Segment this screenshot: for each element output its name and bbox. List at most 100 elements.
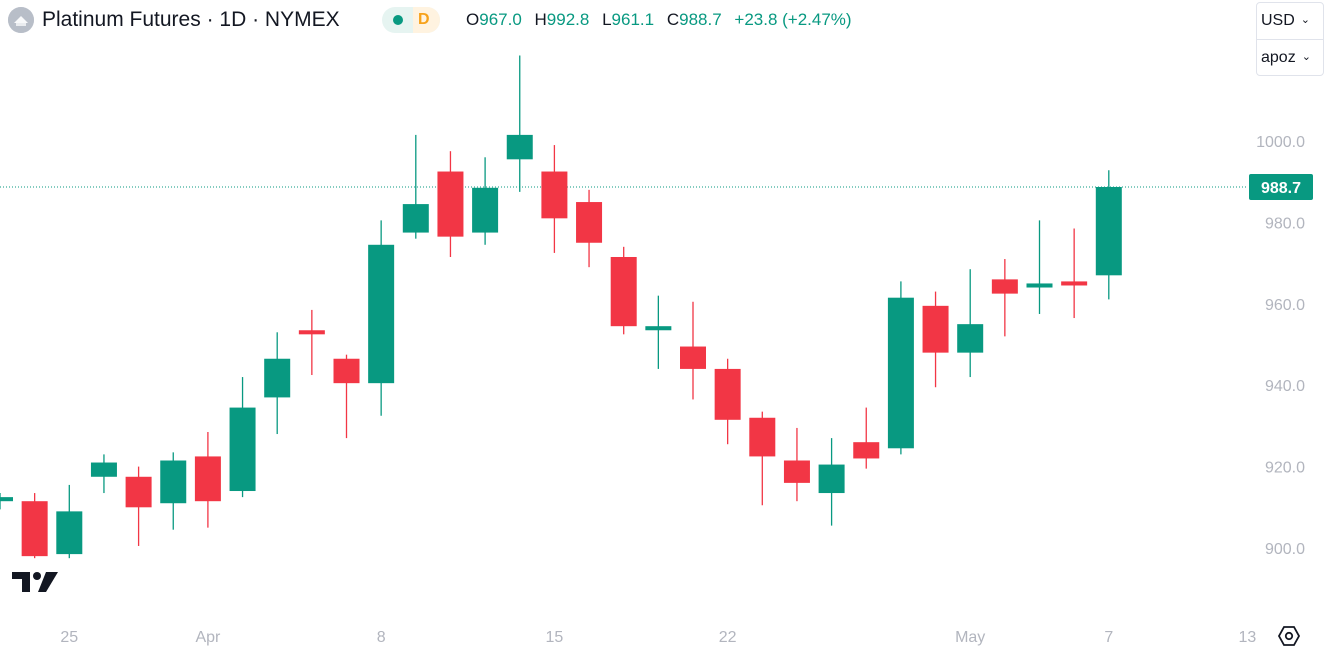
last-price-tag: 988.7 bbox=[1249, 173, 1313, 200]
candle-body bbox=[645, 326, 672, 331]
tradingview-logo-icon[interactable] bbox=[12, 570, 60, 599]
candle-body bbox=[1095, 186, 1122, 276]
candle[interactable] bbox=[333, 354, 360, 439]
candle[interactable] bbox=[21, 493, 48, 559]
candle-body bbox=[56, 511, 83, 555]
candle[interactable] bbox=[90, 454, 117, 494]
candle-body bbox=[298, 330, 325, 335]
settings-hexagon-icon[interactable] bbox=[1277, 624, 1301, 653]
candle-body bbox=[576, 202, 603, 243]
x-tick-label: Apr bbox=[195, 629, 221, 646]
candle[interactable] bbox=[853, 407, 880, 469]
candle-body bbox=[853, 442, 880, 459]
candle-body bbox=[610, 256, 637, 327]
y-tick-label: 960.0 bbox=[1265, 297, 1305, 314]
candle-body bbox=[229, 407, 256, 492]
candle-body bbox=[1026, 283, 1053, 288]
x-tick-label: 22 bbox=[719, 629, 737, 646]
candle[interactable] bbox=[887, 281, 914, 455]
currency-dropdown[interactable]: USD ⌄ bbox=[1261, 12, 1310, 30]
divider bbox=[1257, 39, 1323, 40]
candle[interactable] bbox=[0, 493, 13, 510]
y-tick-label: 920.0 bbox=[1265, 460, 1305, 477]
chevron-down-icon: ⌄ bbox=[1300, 14, 1310, 26]
currency-unit-selector: USD ⌄ apoz ⌄ bbox=[1256, 2, 1324, 76]
candle[interactable] bbox=[645, 295, 672, 369]
candle[interactable] bbox=[56, 484, 83, 559]
open-value: 967.0 bbox=[479, 10, 522, 29]
candle[interactable] bbox=[714, 358, 741, 445]
y-tick-label: 940.0 bbox=[1265, 378, 1305, 395]
x-tick-label: 7 bbox=[1104, 629, 1113, 646]
candle-body bbox=[506, 134, 533, 160]
candle[interactable] bbox=[264, 332, 291, 435]
candle[interactable] bbox=[125, 466, 152, 546]
candle[interactable] bbox=[749, 411, 776, 506]
x-tick-label: 13 bbox=[1239, 629, 1257, 646]
chevron-down-icon: ⌄ bbox=[1301, 51, 1311, 63]
candle[interactable] bbox=[818, 438, 845, 526]
low-value: 961.1 bbox=[611, 10, 655, 29]
candle[interactable] bbox=[922, 291, 949, 388]
candle[interactable] bbox=[1061, 228, 1088, 319]
candle-body bbox=[21, 501, 48, 557]
candle[interactable] bbox=[991, 259, 1018, 337]
candle-body bbox=[714, 368, 741, 420]
candle-body bbox=[437, 171, 464, 237]
symbol-title[interactable]: Platinum Futures · 1D · NYMEX bbox=[42, 8, 340, 31]
candle[interactable] bbox=[368, 220, 395, 416]
x-tick-label: 25 bbox=[60, 629, 78, 646]
market-status-pill[interactable]: D bbox=[382, 7, 440, 33]
candle[interactable] bbox=[160, 452, 187, 530]
candle[interactable] bbox=[957, 269, 984, 378]
candle-body bbox=[194, 456, 221, 502]
candle-body bbox=[160, 460, 187, 504]
last-price-label: 988.7 bbox=[1261, 180, 1301, 197]
currency-label: USD bbox=[1261, 12, 1295, 29]
candle-body bbox=[887, 297, 914, 449]
candle[interactable] bbox=[1095, 170, 1122, 300]
candle[interactable] bbox=[610, 246, 637, 335]
candle-body bbox=[541, 171, 568, 219]
candle-body bbox=[90, 462, 117, 477]
high-label: H bbox=[534, 10, 547, 29]
candle[interactable] bbox=[402, 134, 429, 239]
platinum-logo-icon[interactable] bbox=[8, 7, 34, 33]
candle[interactable] bbox=[229, 377, 256, 498]
low-label: L bbox=[602, 10, 612, 29]
candle-body bbox=[368, 244, 395, 384]
candle-body bbox=[402, 204, 429, 233]
change-value: +23.8 (+2.47%) bbox=[734, 10, 852, 29]
y-tick-label: 1000.0 bbox=[1256, 134, 1305, 151]
candle-body bbox=[680, 346, 706, 369]
candle[interactable] bbox=[783, 427, 810, 502]
candle[interactable] bbox=[437, 151, 464, 257]
candle[interactable] bbox=[298, 309, 325, 376]
high-value: 992.8 bbox=[546, 10, 590, 29]
market-open-dot-icon bbox=[393, 15, 403, 25]
x-tick-label: May bbox=[955, 629, 985, 646]
candle[interactable] bbox=[680, 301, 706, 400]
close-value: 988.7 bbox=[679, 10, 722, 29]
candle[interactable] bbox=[541, 145, 568, 253]
candle[interactable] bbox=[576, 189, 603, 268]
candle[interactable] bbox=[1026, 220, 1053, 314]
x-tick-label: 8 bbox=[377, 629, 386, 646]
candle-body bbox=[0, 497, 13, 502]
candle-body bbox=[991, 279, 1018, 294]
candle-body bbox=[264, 358, 291, 398]
unit-dropdown[interactable]: apoz ⌄ bbox=[1261, 49, 1311, 67]
x-tick-label: 15 bbox=[546, 629, 564, 646]
candle[interactable] bbox=[194, 432, 221, 528]
candle-body bbox=[472, 187, 499, 233]
candle-body bbox=[922, 305, 949, 353]
candle-body bbox=[333, 358, 360, 384]
open-label: O bbox=[466, 10, 480, 29]
unit-label: apoz bbox=[1261, 49, 1296, 66]
close-label: C bbox=[666, 10, 680, 29]
y-tick-label: 980.0 bbox=[1265, 215, 1305, 232]
candle-body bbox=[783, 460, 810, 483]
candle[interactable] bbox=[506, 55, 533, 192]
candle[interactable] bbox=[472, 157, 499, 245]
